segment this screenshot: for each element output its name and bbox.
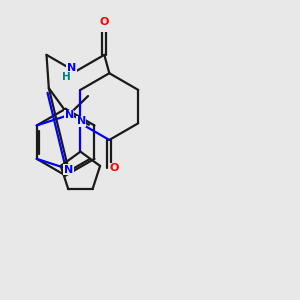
Text: N: N [64,110,74,120]
Text: H: H [62,72,71,82]
Text: N: N [67,63,76,74]
Text: N: N [64,165,73,175]
Text: N: N [76,116,86,126]
Text: O: O [100,17,109,27]
Text: O: O [109,163,119,173]
